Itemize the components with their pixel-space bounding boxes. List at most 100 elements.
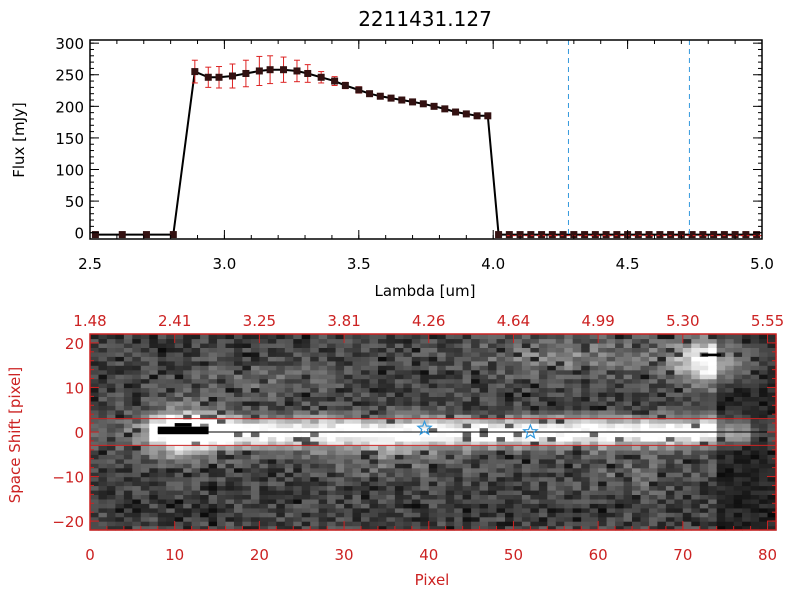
heatmap-cell (318, 338, 328, 344)
heatmap-cell (581, 472, 591, 478)
heatmap-cell (530, 396, 540, 402)
heatmap-cell (361, 458, 371, 464)
heatmap-cell (572, 351, 582, 357)
heatmap-cell (174, 383, 184, 389)
heatmap-cell (767, 436, 777, 442)
heatmap-cell (505, 405, 515, 411)
heatmap-cell (742, 396, 752, 402)
heatmap-cell (488, 356, 498, 362)
heatmap-cell (699, 436, 709, 442)
heatmap-cell (581, 503, 591, 509)
heatmap-cell (615, 369, 625, 375)
heatmap-cell (606, 458, 616, 464)
heatmap-cell (699, 507, 709, 513)
heatmap-cell (615, 427, 625, 433)
heatmap-cell (657, 494, 667, 500)
heatmap-cell (454, 405, 464, 411)
heatmap-cell (428, 458, 438, 464)
y-tick-label: 50 (65, 193, 84, 211)
heatmap-cell (140, 369, 150, 375)
heatmap-cell (394, 521, 404, 527)
heatmap-cell (759, 454, 769, 460)
heatmap-cell (479, 525, 489, 531)
heatmap-cell (132, 391, 142, 397)
heatmap-cell (420, 507, 430, 513)
heatmap-cell (208, 494, 218, 500)
heatmap-cell (665, 387, 675, 393)
heatmap-cell (538, 387, 548, 393)
heatmap-cell (725, 463, 735, 469)
heatmap-cell (90, 383, 100, 389)
heatmap-cell (437, 374, 447, 380)
heatmap-cell (462, 485, 472, 491)
heatmap-cell (115, 449, 125, 455)
heatmap-cell (462, 507, 472, 513)
heatmap-cell (352, 521, 362, 527)
heatmap-cell (369, 432, 379, 438)
heatmap-cell (759, 427, 769, 433)
heatmap-cell (759, 378, 769, 384)
heatmap-cell (555, 476, 565, 482)
heatmap-cell (327, 525, 337, 531)
heatmap-cell (386, 449, 396, 455)
heatmap-cell (742, 440, 752, 446)
heatmap-cell (250, 387, 260, 393)
heatmap-cell (589, 334, 599, 340)
heatmap-cell (132, 494, 142, 500)
heatmap-cell (505, 485, 515, 491)
heatmap-cell (674, 391, 684, 397)
heatmap-cell (123, 485, 133, 491)
heatmap-cell (513, 334, 523, 340)
heatmap-cell (318, 387, 328, 393)
heatmap-cell (217, 436, 227, 442)
data-point (484, 112, 492, 120)
heatmap-cell (649, 400, 659, 406)
heatmap-cell (259, 476, 269, 482)
heatmap-cell (242, 400, 252, 406)
heatmap-cell (259, 449, 269, 455)
data-point (341, 81, 349, 89)
heatmap-cell (115, 423, 125, 429)
heatmap-cell (505, 369, 515, 375)
data-point (387, 94, 395, 102)
heatmap-cell (115, 378, 125, 384)
heatmap-cell (750, 418, 760, 424)
heatmap-cell (530, 436, 540, 442)
heatmap-cell (98, 387, 108, 393)
heatmap-cell (234, 481, 244, 487)
heatmap-cell (344, 338, 354, 344)
heatmap-cell (682, 472, 692, 478)
heatmap-cell (513, 356, 523, 362)
heatmap-cell (208, 378, 218, 384)
heatmap-cell (293, 458, 303, 464)
heatmap-cell (716, 383, 726, 389)
heatmap-cell (267, 454, 277, 460)
heatmap-cell (623, 445, 633, 451)
heatmap-cell (166, 485, 176, 491)
heatmap-cell (157, 360, 167, 366)
heatmap-cell (462, 454, 472, 460)
heatmap-cell (708, 445, 718, 451)
heatmap-cell (140, 512, 150, 518)
heatmap-cell (225, 498, 235, 504)
heatmap-cell (708, 365, 718, 371)
heatmap-cell (581, 338, 591, 344)
heatmap-cell (632, 494, 642, 500)
heatmap-cell (615, 494, 625, 500)
heatmap-cell (123, 360, 133, 366)
heatmap-cell (530, 378, 540, 384)
heatmap-cell (301, 347, 311, 353)
heatmap-cell (767, 507, 777, 513)
heatmap-cell (445, 525, 455, 531)
heatmap-cell (623, 378, 633, 384)
heatmap-cell (682, 365, 692, 371)
heatmap-cell (488, 351, 498, 357)
heatmap-cell (462, 463, 472, 469)
heatmap-cell (649, 516, 659, 522)
heatmap-cell (505, 432, 515, 438)
heatmap-cell (691, 463, 701, 469)
heatmap-cell (699, 365, 709, 371)
heatmap-cell (471, 374, 481, 380)
heatmap-cell (217, 378, 227, 384)
heatmap-cell (505, 383, 515, 389)
